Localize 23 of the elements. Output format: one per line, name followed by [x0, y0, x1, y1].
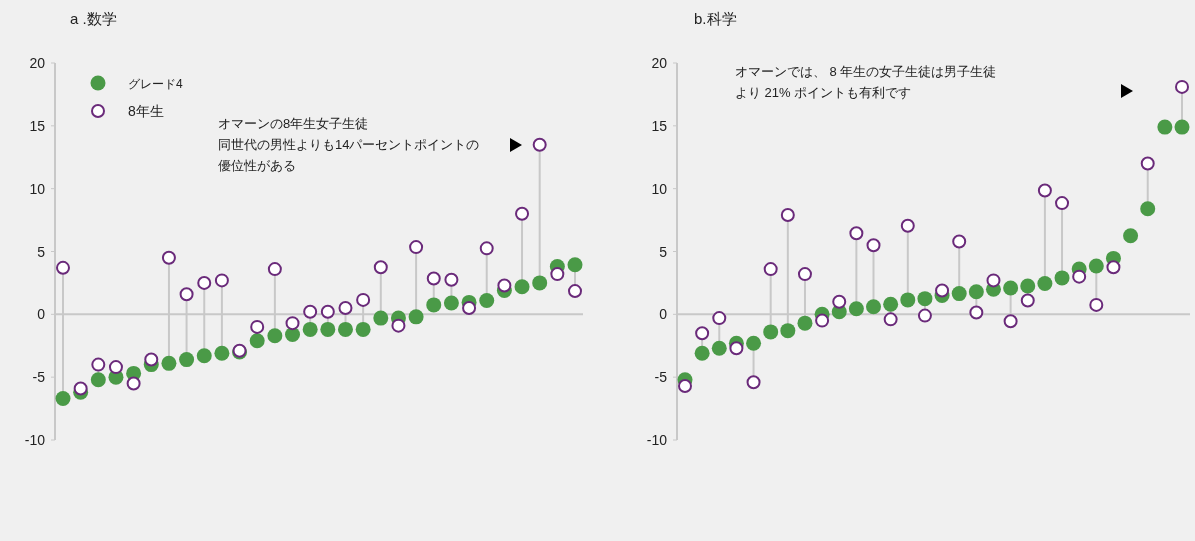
legend-label: グレード4 — [128, 77, 183, 91]
y-tick-label: 15 — [29, 117, 46, 134]
y-tick-label: 5 — [37, 243, 46, 260]
y-tick-label: 15 — [651, 117, 668, 134]
y-tick-label: 10 — [29, 180, 46, 197]
annotation: オマーンでは、 8 年生の女子生徒は男子生徒 — [735, 64, 997, 79]
chart-title: b.科学 — [694, 10, 737, 27]
y-tick-label: 0 — [37, 306, 46, 323]
y-tick-label: 20 — [651, 55, 668, 71]
y-tick-label: 10 — [651, 180, 668, 197]
annotation: 同世代の男性よりも14パーセントポイントの — [218, 137, 480, 152]
y-tick-label: 5 — [659, 243, 668, 260]
y-tick-label: -10 — [646, 432, 668, 448]
y-tick-label: -5 — [654, 369, 668, 386]
annotation: より 21% ポイントも有利です — [735, 85, 912, 100]
y-tick-label: 0 — [659, 306, 668, 323]
y-tick-label: 20 — [29, 55, 46, 71]
annotation: 優位性がある — [218, 158, 296, 173]
annotation: オマーンの8年生女子生徒 — [218, 116, 369, 131]
y-tick-label: -10 — [24, 432, 46, 448]
legend-label: 8年生 — [128, 103, 164, 119]
y-tick-label: -5 — [32, 369, 46, 386]
chart-title: a .数学 — [70, 10, 117, 27]
